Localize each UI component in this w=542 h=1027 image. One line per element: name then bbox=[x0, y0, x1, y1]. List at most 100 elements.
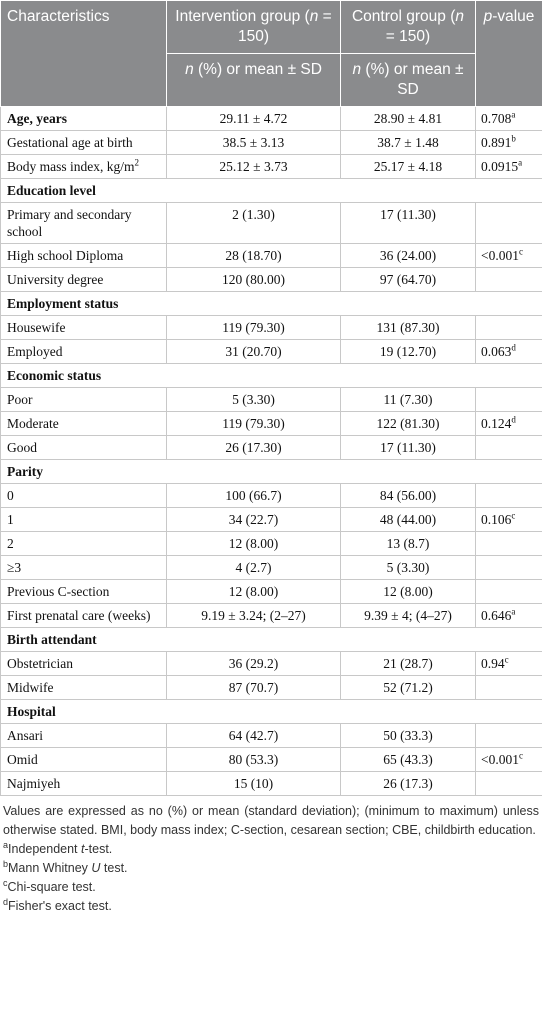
section-label: Employment status bbox=[0, 291, 542, 316]
p-value bbox=[475, 267, 542, 292]
data-row: Ansari 64 (42.7) 50 (33.3) bbox=[0, 723, 542, 748]
p-value: 0.0915a bbox=[475, 154, 542, 179]
intervention-value: 64 (42.7) bbox=[166, 723, 341, 748]
data-row: Poor 5 (3.30) 11 (7.30) bbox=[0, 387, 542, 412]
row-label: 2 bbox=[0, 531, 167, 556]
footnote-mark: c bbox=[519, 750, 523, 761]
label-text: Body mass index, kg/m bbox=[7, 159, 135, 174]
control-value: 122 (81.30) bbox=[340, 411, 476, 436]
p-value bbox=[475, 315, 542, 340]
p-value bbox=[475, 555, 542, 580]
intervention-value: 119 (79.30) bbox=[166, 315, 341, 340]
data-row: High school Diploma 28 (18.70) 36 (24.00) <… bbox=[0, 243, 542, 268]
footnote-lead: Values are expressed as no (%) or mean (… bbox=[3, 804, 539, 837]
footnote-mark: d bbox=[3, 896, 9, 907]
row-label: Employed bbox=[0, 339, 167, 364]
row-label: Primary and secondary school bbox=[0, 202, 167, 244]
label-text: 0 bbox=[7, 488, 14, 503]
label-text: Obstetrician bbox=[7, 656, 73, 671]
text: = 150) bbox=[237, 8, 332, 45]
intervention-value: 28 (18.70) bbox=[166, 243, 341, 268]
section-label: Birth attendant bbox=[0, 627, 542, 652]
footnote-mark: c bbox=[519, 246, 523, 257]
control-value: 26 (17.3) bbox=[340, 771, 476, 796]
label-text: First prenatal care (weeks) bbox=[7, 608, 151, 623]
intervention-value: 87 (70.7) bbox=[166, 675, 341, 700]
p-value bbox=[475, 579, 542, 604]
footnote-mark: b bbox=[511, 133, 516, 144]
intervention-value: 12 (8.00) bbox=[166, 579, 341, 604]
p-value: 0.708a bbox=[475, 106, 542, 131]
data-row: 0 100 (66.7) 84 (56.00) bbox=[0, 483, 542, 508]
intervention-value: 2 (1.30) bbox=[166, 202, 341, 244]
row-label: First prenatal care (weeks) bbox=[0, 603, 167, 628]
footnote: dFisher's exact test. bbox=[3, 897, 539, 916]
footnotes: Values are expressed as no (%) or mean (… bbox=[0, 796, 542, 916]
italic-text: n bbox=[352, 61, 362, 78]
control-value: 28.90 ± 4.81 bbox=[340, 106, 476, 131]
row-label: ≥3 bbox=[0, 555, 167, 580]
row-label: Najmiyeh bbox=[0, 771, 167, 796]
p-value bbox=[475, 531, 542, 556]
p-text: 0.94 bbox=[481, 656, 505, 671]
control-value: 48 (44.00) bbox=[340, 507, 476, 532]
footnote: cChi-square test. bbox=[3, 878, 539, 897]
row-label: Housewife bbox=[0, 315, 167, 340]
data-row: Midwife 87 (70.7) 52 (71.2) bbox=[0, 675, 542, 700]
control-value: 84 (56.00) bbox=[340, 483, 476, 508]
italic-text: p bbox=[483, 8, 493, 25]
footnote-mark: c bbox=[511, 510, 516, 521]
control-value: 12 (8.00) bbox=[340, 579, 476, 604]
data-row: Body mass index, kg/m2 25.12 ± 3.73 25.17 … bbox=[0, 154, 542, 179]
intervention-value: 12 (8.00) bbox=[166, 531, 341, 556]
italic-text: n bbox=[309, 8, 319, 25]
data-row: Good 26 (17.30) 17 (11.30) bbox=[0, 435, 542, 460]
control-value: 25.17 ± 4.18 bbox=[340, 154, 476, 179]
header-cell: p-value bbox=[475, 0, 542, 107]
p-text: 0.124 bbox=[481, 416, 512, 431]
intervention-value: 119 (79.30) bbox=[166, 411, 341, 436]
row-label: Good bbox=[0, 435, 167, 460]
intervention-value: 25.12 ± 3.73 bbox=[166, 154, 341, 179]
footnote-mark: c bbox=[504, 654, 509, 665]
control-value: 17 (11.30) bbox=[340, 202, 476, 244]
header-cell: Intervention group (n = 150) bbox=[166, 0, 341, 54]
control-value: 17 (11.30) bbox=[340, 435, 476, 460]
data-row: Najmiyeh 15 (10) 26 (17.3) bbox=[0, 771, 542, 796]
p-text: 0.0915 bbox=[481, 159, 519, 174]
footnote-mark: c bbox=[3, 877, 8, 888]
p-text: 0.708 bbox=[481, 111, 512, 126]
control-value: 50 (33.3) bbox=[340, 723, 476, 748]
intervention-value: 36 (29.2) bbox=[166, 651, 341, 676]
intervention-value: 15 (10) bbox=[166, 771, 341, 796]
row-label: Gestational age at birth bbox=[0, 130, 167, 155]
text: Intervention group ( bbox=[175, 8, 310, 25]
header-cell: Characteristics bbox=[0, 0, 167, 107]
data-row: 2 12 (8.00) 13 (8.7) bbox=[0, 531, 542, 556]
intervention-value: 31 (20.70) bbox=[166, 339, 341, 364]
control-value: 65 (43.3) bbox=[340, 747, 476, 772]
row-label: University degree bbox=[0, 267, 167, 292]
label-text: Employed bbox=[7, 344, 63, 359]
label-text: Midwife bbox=[7, 680, 54, 695]
section-label: Hospital bbox=[0, 699, 542, 724]
p-text: 0.646 bbox=[481, 608, 512, 623]
footnote-mark: d bbox=[511, 414, 516, 425]
p-text: 0.891 bbox=[481, 135, 512, 150]
p-value: <0.001c bbox=[475, 243, 542, 268]
control-value: 9.39 ± 4; (4–27) bbox=[340, 603, 476, 628]
control-value: 97 (64.70) bbox=[340, 267, 476, 292]
label-text: Previous C-section bbox=[7, 584, 110, 599]
p-text: 0.106 bbox=[481, 512, 512, 527]
p-value bbox=[475, 723, 542, 748]
text: Fisher's exact test. bbox=[8, 899, 112, 913]
control-value: 21 (28.7) bbox=[340, 651, 476, 676]
row-label: Omid bbox=[0, 747, 167, 772]
table-header: Characteristics Intervention group (n = 1… bbox=[0, 0, 542, 107]
p-value bbox=[475, 483, 542, 508]
p-text: <0.001 bbox=[481, 248, 519, 263]
label-text: University degree bbox=[7, 272, 104, 287]
text: Control group ( bbox=[351, 8, 456, 25]
row-label: Poor bbox=[0, 387, 167, 412]
